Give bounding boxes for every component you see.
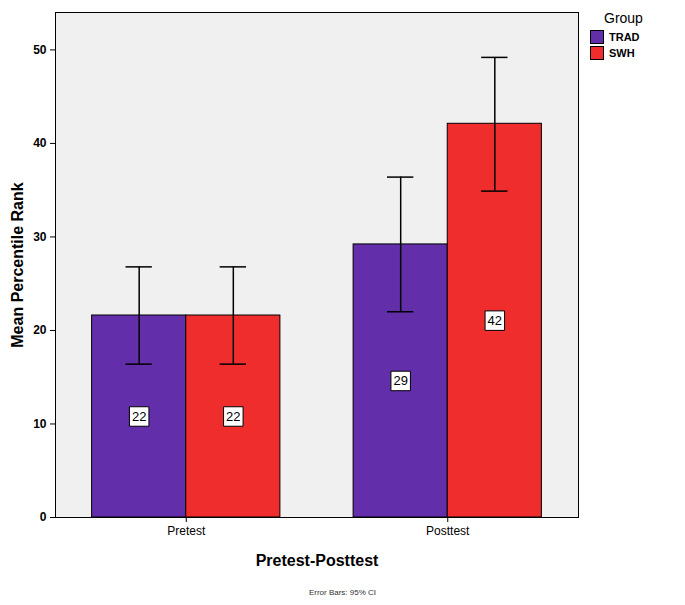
svg-text:Pretest: Pretest (167, 524, 206, 538)
svg-text:0: 0 (40, 510, 47, 524)
svg-text:22: 22 (226, 409, 240, 424)
svg-text:29: 29 (393, 373, 407, 388)
html-text:TRAD: TRAD (609, 31, 640, 43)
svg-text:Mean Percentile Rank: Mean Percentile Rank (9, 182, 26, 348)
svg-text:50: 50 (33, 43, 47, 57)
html-text:Group: Group (604, 10, 643, 26)
svg-text:40: 40 (33, 136, 47, 150)
svg-text:20: 20 (33, 323, 47, 337)
svg-text:Posttest: Posttest (426, 524, 470, 538)
svg-text:42: 42 (488, 313, 502, 328)
svg-text:Pretest-Posttest: Pretest-Posttest (256, 552, 379, 569)
svg-text:30: 30 (33, 230, 47, 244)
html-text:Error Bars: 95% CI: Error Bars: 95% CI (308, 588, 377, 597)
svg-text:22: 22 (132, 409, 146, 424)
html-text:SWH: SWH (609, 47, 635, 59)
svg-text:10: 10 (33, 417, 47, 431)
